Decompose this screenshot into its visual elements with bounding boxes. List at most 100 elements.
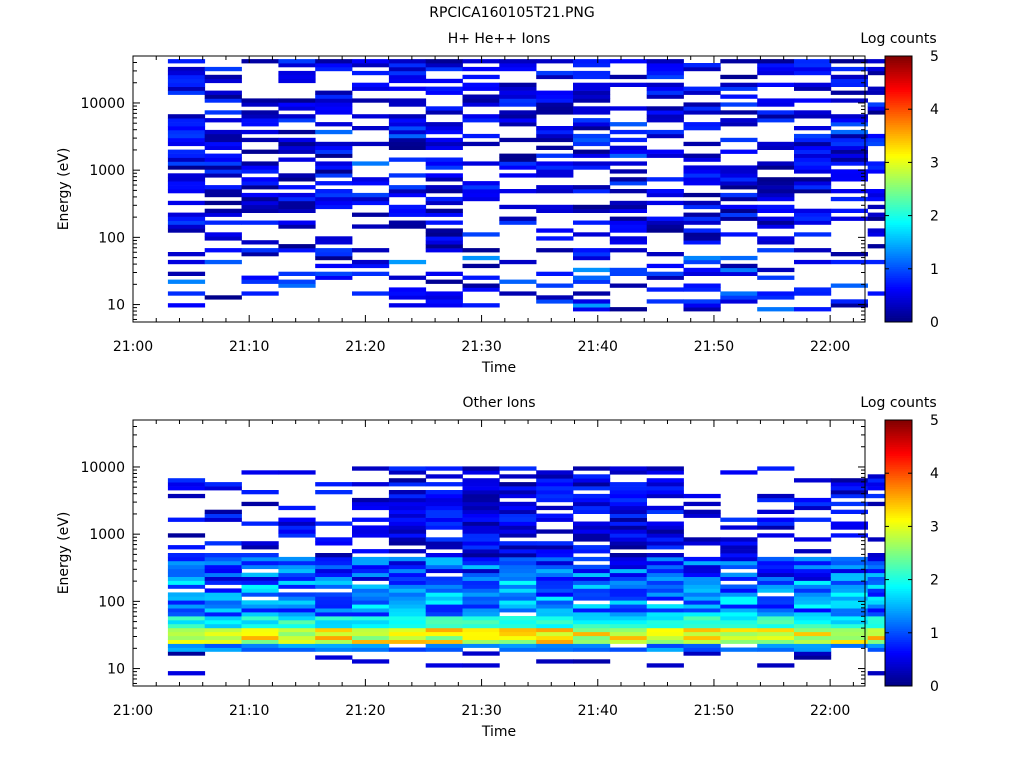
colorbar-segment [885, 195, 912, 199]
heatmap-cell [720, 102, 758, 107]
heatmap-cell [352, 596, 390, 601]
heatmap-cell [388, 208, 427, 213]
colorbar-segment [885, 246, 912, 250]
colorbar-segment [885, 91, 912, 95]
heatmap-cell [536, 106, 574, 111]
heatmap-cell [241, 59, 279, 64]
heatmap-cell [536, 517, 574, 522]
heatmap-cell [720, 564, 758, 570]
heatmap-cell [388, 145, 427, 150]
colorbar-tick-label: 4 [930, 466, 939, 482]
heatmap-cell [757, 185, 795, 190]
heatmap-cell [609, 623, 647, 629]
heatmap-cell [757, 600, 795, 605]
heatmap-cell [204, 541, 242, 546]
heatmap-cell [462, 255, 500, 261]
heatmap-cell [720, 59, 758, 64]
heatmap-cell [683, 592, 721, 597]
heatmap-cell [241, 181, 279, 186]
heatmap-cell [167, 482, 206, 487]
heatmap-cell [757, 145, 795, 150]
heatmap-cell [352, 263, 390, 269]
colorbar-segment [885, 521, 912, 525]
heatmap-cell [757, 635, 795, 640]
heatmap-cell [646, 592, 684, 597]
heatmap-cell [462, 114, 500, 119]
heatmap-cell [388, 66, 427, 72]
heatmap-cell [278, 529, 316, 534]
heatmap-cell [278, 580, 316, 585]
heatmap-cell [425, 90, 463, 95]
heatmap-cell [167, 161, 206, 166]
heatmap-cell [315, 189, 353, 194]
heatmap-cell [499, 102, 537, 107]
heatmap-cell [241, 545, 279, 550]
heatmap-cell [388, 513, 427, 518]
heatmap-cell [536, 94, 574, 99]
heatmap-cell [315, 169, 353, 174]
heatmap-cell [609, 600, 647, 605]
heatmap-cell [388, 220, 427, 225]
x-tick-label: 21:30 [461, 703, 501, 719]
heatmap-cell [315, 647, 353, 652]
heatmap-cell [720, 263, 758, 269]
heatmap-cell [830, 299, 868, 304]
colorbar-segment [885, 226, 912, 230]
colorbar-segment [885, 115, 912, 119]
heatmap-cell [499, 553, 537, 558]
heatmap-cell [388, 114, 427, 119]
heatmap-cell [167, 279, 206, 284]
heatmap-cell [167, 86, 206, 91]
colorbar-segment [885, 572, 912, 576]
heatmap-cell [536, 236, 574, 241]
heatmap-cell [830, 141, 868, 147]
heatmap-cell [646, 560, 684, 566]
heatmap-cell [830, 572, 868, 577]
colorbar-segment [885, 62, 912, 66]
heatmap-cell [794, 568, 832, 574]
heatmap-cell [646, 200, 684, 206]
heatmap-cell [683, 623, 721, 629]
colorbar-tick-label: 5 [930, 413, 939, 429]
heatmap-cell [352, 549, 390, 554]
heatmap-cell [315, 102, 353, 107]
heatmap-cell [462, 596, 500, 601]
heatmap-cell [278, 177, 316, 182]
heatmap-cell [315, 580, 353, 585]
heatmap-cell [241, 185, 279, 190]
heatmap-cell [794, 564, 832, 570]
heatmap-cell [757, 521, 795, 526]
heatmap-cell [536, 189, 574, 194]
heatmap-cell [830, 490, 868, 495]
heatmap-cell [794, 110, 832, 115]
heatmap-cell [352, 501, 390, 507]
heatmap-cell [167, 114, 206, 119]
heatmap-cell [204, 643, 242, 648]
heatmap-cell [204, 635, 242, 640]
heatmap-cell [388, 287, 427, 292]
colorbar-segment [885, 526, 912, 530]
heatmap-cell [388, 639, 427, 644]
heatmap-cell [573, 185, 611, 190]
heatmap-cell [720, 118, 758, 123]
heatmap-cell [278, 556, 316, 562]
heatmap-cell [830, 208, 868, 213]
heatmap-cell [278, 470, 316, 475]
heatmap-cell [315, 129, 353, 135]
heatmap-cell [720, 631, 758, 637]
heatmap-cell [278, 74, 316, 80]
heatmap-cell [757, 161, 795, 166]
heatmap-cell [573, 596, 611, 601]
heatmap-cell [573, 137, 611, 143]
heatmap-cell [425, 279, 463, 284]
heatmap-cell [573, 133, 611, 139]
colorbar-segment [885, 228, 912, 232]
heatmap-cell [352, 623, 390, 629]
heatmap-cell [241, 643, 279, 648]
colorbar-segment [885, 548, 912, 552]
heatmap-cell [315, 145, 353, 150]
heatmap-cell [830, 627, 868, 633]
heatmap-cell [462, 592, 500, 597]
colorbar-segment [885, 157, 912, 161]
heatmap-cell [352, 627, 390, 633]
